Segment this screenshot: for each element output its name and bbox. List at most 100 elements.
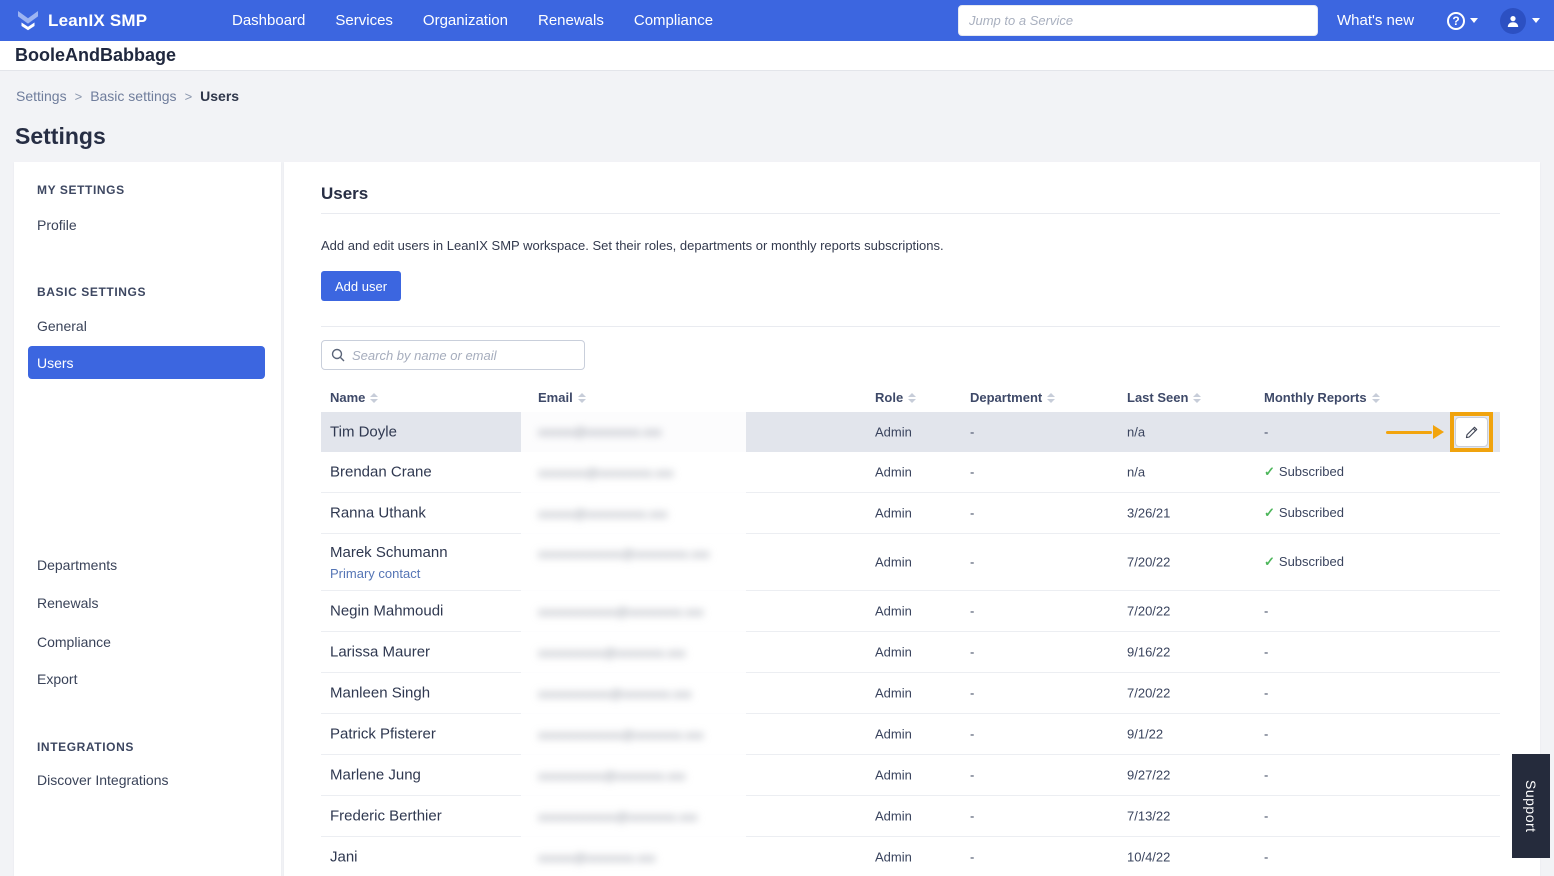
- user-role-cell: Admin: [875, 727, 912, 742]
- user-role-cell: Admin: [875, 425, 912, 440]
- top-nav-item-services[interactable]: Services: [335, 12, 393, 29]
- user-name: Jani: [330, 849, 358, 866]
- sidebar-item-users[interactable]: Users: [28, 346, 265, 379]
- email-redaction-overlay: xxxxxx@xxxxxxxxx.xxxxxxxxxxx@xxxxxxxxx.x…: [521, 412, 746, 876]
- table-row[interactable]: Brendan CraneAdmin-n/a✓Subscribed: [321, 452, 1500, 493]
- redacted-email-text: xxxxxxxxxxxxxx@xxxxxxxx.xxx: [538, 728, 704, 742]
- whats-new-link[interactable]: What's new: [1337, 0, 1414, 41]
- user-role-cell: Admin: [875, 645, 912, 660]
- column-header-email[interactable]: Email: [538, 390, 586, 405]
- table-row[interactable]: Marlene JungAdmin-9/27/22-: [321, 755, 1500, 796]
- monthly-reports-cell: -: [1264, 809, 1268, 824]
- sidebar-item-compliance[interactable]: Compliance: [37, 634, 111, 650]
- sort-icon: [1193, 393, 1201, 403]
- user-last-seen-cell: 7/20/22: [1127, 604, 1170, 619]
- column-header-last-seen[interactable]: Last Seen: [1127, 390, 1201, 405]
- jump-to-service-input[interactable]: [958, 5, 1318, 36]
- user-last-seen-cell: 10/4/22: [1127, 850, 1170, 865]
- column-header-name[interactable]: Name: [330, 390, 378, 405]
- user-name: Larissa Maurer: [330, 644, 430, 661]
- column-header-department[interactable]: Department: [970, 390, 1055, 405]
- table-row[interactable]: Negin MahmoudiAdmin-7/20/22-: [321, 591, 1500, 632]
- users-table-body: Tim DoyleAdmin-n/a-Brendan CraneAdmin-n/…: [321, 412, 1500, 876]
- redacted-email-text: xxxxxxxxxxxxxx@xxxxxxxxx.xxx: [538, 547, 710, 561]
- sort-icon: [1372, 393, 1380, 403]
- monthly-reports-cell: -: [1264, 850, 1268, 865]
- sidebar-item-profile[interactable]: Profile: [37, 217, 77, 233]
- user-department-cell: -: [970, 465, 974, 480]
- monthly-reports-cell: -: [1264, 604, 1268, 619]
- breadcrumb-link-settings[interactable]: Settings: [16, 88, 67, 104]
- top-nav-item-organization[interactable]: Organization: [423, 12, 508, 29]
- table-row[interactable]: Jani Admin - 10/4/22 -: [321, 837, 1500, 876]
- annotation-arrow-icon: [1386, 425, 1444, 439]
- leanix-logo-icon: [16, 10, 40, 31]
- user-last-seen-cell: 9/1/22: [1127, 727, 1163, 742]
- column-header-role[interactable]: Role: [875, 390, 916, 405]
- user-search-input[interactable]: [352, 348, 575, 363]
- section-title: Users: [321, 184, 368, 204]
- column-header-label: Last Seen: [1127, 390, 1188, 405]
- subscribed-check-icon: ✓: [1264, 464, 1275, 479]
- add-user-button[interactable]: Add user: [321, 271, 401, 301]
- table-row[interactable]: Manleen SinghAdmin-7/20/22-: [321, 673, 1500, 714]
- user-name-cell: Negin Mahmoudi: [330, 603, 443, 620]
- table-row[interactable]: Ranna UthankAdmin-3/26/21✓Subscribed: [321, 493, 1500, 534]
- edit-user-button[interactable]: [1455, 417, 1488, 447]
- user-name-cell: Marlene Jung: [330, 767, 421, 784]
- user-department-cell: -: [970, 850, 974, 865]
- monthly-reports-cell: ✓Subscribed: [1264, 505, 1344, 521]
- sidebar-item-renewals[interactable]: Renewals: [37, 595, 98, 611]
- breadcrumb-link-basic-settings[interactable]: Basic settings: [90, 88, 176, 104]
- table-row[interactable]: Frederic BerthierAdmin-7/13/22-: [321, 796, 1500, 837]
- table-row[interactable]: Marek SchumannPrimary contactAdmin-7/20/…: [321, 534, 1500, 591]
- sidebar-item-discover-integrations[interactable]: Discover Integrations: [37, 772, 169, 788]
- users-table-header: Name Email Role Department Last Seen Monthly …: [321, 388, 1500, 412]
- primary-contact-label[interactable]: Primary contact: [330, 566, 448, 581]
- sidebar-item-departments[interactable]: Departments: [37, 557, 117, 573]
- column-header-label: Monthly Reports: [1264, 390, 1367, 405]
- table-row[interactable]: Larissa MaurerAdmin-9/16/22-: [321, 632, 1500, 673]
- sidebar-item-general[interactable]: General: [37, 318, 87, 334]
- user-menu[interactable]: [1500, 0, 1540, 41]
- column-header-monthly-reports[interactable]: Monthly Reports: [1264, 390, 1380, 405]
- redacted-email-text: xxxxxxxxxxx@xxxxxxxx.xxx: [538, 769, 686, 783]
- user-name-cell: Marek SchumannPrimary contact: [330, 544, 448, 581]
- monthly-reports-cell: -: [1264, 686, 1268, 701]
- user-last-seen-cell: 7/13/22: [1127, 809, 1170, 824]
- user-role-cell: Admin: [875, 850, 912, 865]
- user-role-cell: Admin: [875, 768, 912, 783]
- monthly-reports-cell: ✓Subscribed: [1264, 554, 1344, 570]
- sort-icon: [1047, 393, 1055, 403]
- breadcrumb: Settings>Basic settings>Users: [16, 88, 239, 104]
- monthly-reports-value: Subscribed: [1279, 554, 1344, 569]
- section-description: Add and edit users in LeanIX SMP workspa…: [321, 238, 944, 253]
- monthly-reports-cell: -: [1264, 727, 1268, 742]
- user-name-cell: Frederic Berthier: [330, 808, 442, 825]
- user-name: Brendan Crane: [330, 464, 432, 481]
- redacted-email-text: xxxxxx@xxxxxxxxxx.xxx: [538, 507, 668, 521]
- users-panel: Users Add and edit users in LeanIX SMP w…: [284, 162, 1540, 876]
- table-row[interactable]: Tim DoyleAdmin-n/a-: [321, 412, 1500, 452]
- user-last-seen-cell: 7/20/22: [1127, 686, 1170, 701]
- leanix-logo[interactable]: LeanIX SMP: [16, 0, 147, 41]
- divider: [321, 326, 1500, 327]
- top-nav-item-dashboard[interactable]: Dashboard: [232, 12, 305, 29]
- help-menu[interactable]: ?: [1447, 0, 1478, 41]
- user-role-cell: Admin: [875, 809, 912, 824]
- top-nav-item-compliance[interactable]: Compliance: [634, 12, 713, 29]
- redacted-email-text: xxxxxxxx@xxxxxxxxx.xxx: [538, 466, 674, 480]
- user-name: Tim Doyle: [330, 424, 397, 441]
- sort-icon: [578, 393, 586, 403]
- monthly-reports-value: Subscribed: [1279, 464, 1344, 479]
- sidebar-item-export[interactable]: Export: [37, 671, 77, 687]
- support-tab[interactable]: Support: [1512, 754, 1550, 858]
- user-department-cell: -: [970, 425, 974, 440]
- monthly-reports-cell: -: [1264, 425, 1268, 440]
- user-department-cell: -: [970, 555, 974, 570]
- user-name-cell: Patrick Pfisterer: [330, 726, 436, 743]
- table-row[interactable]: Patrick PfistererAdmin-9/1/22-: [321, 714, 1500, 755]
- top-nav-item-renewals[interactable]: Renewals: [538, 12, 604, 29]
- user-name-cell: Brendan Crane: [330, 464, 432, 481]
- monthly-reports-cell: -: [1264, 645, 1268, 660]
